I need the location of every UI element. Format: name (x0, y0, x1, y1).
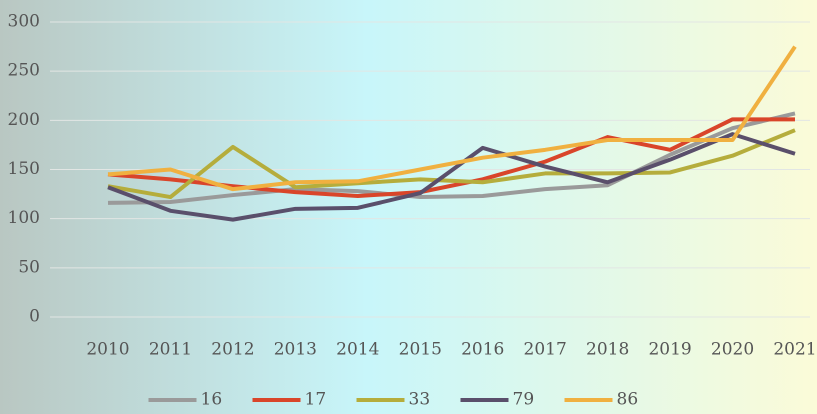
y-tick-label: 300 (8, 12, 40, 32)
line-series (107, 132, 796, 222)
y-tick-label: 150 (8, 159, 40, 179)
y-tick-label: 0 (29, 307, 40, 327)
legend-label: 79 (513, 390, 535, 410)
line-series (107, 111, 796, 205)
x-tick-label: 2013 (274, 340, 317, 360)
x-tick-label: 2016 (461, 340, 504, 360)
y-tick-label: 100 (8, 208, 40, 228)
x-tick-label: 2020 (711, 340, 754, 360)
line-series (107, 45, 797, 192)
x-tick-label: 2017 (524, 340, 567, 360)
legend-label: 16 (201, 390, 223, 410)
x-tick-label: 2010 (86, 340, 129, 360)
y-tick-label: 50 (18, 257, 40, 277)
x-tick-label: 2021 (773, 340, 816, 360)
x-tick-label: 2018 (586, 340, 629, 360)
x-tick-label: 2012 (211, 340, 254, 360)
x-tick-label: 2019 (648, 340, 691, 360)
legend-label: 17 (305, 390, 327, 410)
legend-label: 33 (409, 390, 431, 410)
x-tick-label: 2015 (399, 340, 442, 360)
y-tick-label: 250 (8, 61, 40, 81)
legend-label: 86 (617, 390, 639, 410)
x-tick-label: 2011 (149, 340, 192, 360)
line-series (107, 128, 796, 200)
y-tick-label: 200 (8, 110, 40, 130)
x-tick-label: 2014 (336, 340, 379, 360)
